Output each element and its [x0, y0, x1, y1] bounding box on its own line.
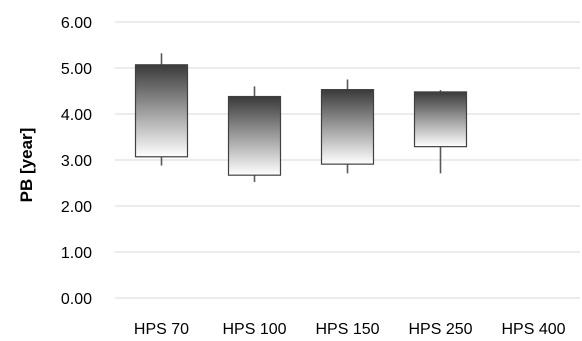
box-hps-150 [320, 89, 375, 165]
y-tick-label: 0.00 [61, 291, 92, 308]
x-axis-tick-labels: HPS 70 HPS 100 HPS 150 HPS 250 HPS 400 [134, 321, 566, 338]
y-axis-title: PB [year] [17, 128, 36, 203]
x-tick-label: HPS 100 [222, 321, 286, 338]
x-tick-label: HPS 70 [134, 321, 189, 338]
x-tick-label: HPS 400 [501, 321, 565, 338]
x-tick-label: HPS 150 [315, 321, 379, 338]
y-axis-tick-labels: 0.00 1.00 2.00 3.00 4.00 5.00 6.00 [61, 15, 92, 308]
box-hps-100 [227, 95, 282, 176]
box-hps-250 [413, 91, 468, 148]
y-tick-label: 3.00 [61, 153, 92, 170]
box-hps-70 [134, 64, 189, 158]
whiskers [160, 53, 442, 183]
y-tick-label: 2.00 [61, 199, 92, 216]
y-tick-label: 1.00 [61, 245, 92, 262]
boxes [134, 64, 468, 176]
y-tick-label: 6.00 [61, 15, 92, 32]
y-tick-label: 4.00 [61, 107, 92, 124]
x-tick-label: HPS 250 [408, 321, 472, 338]
y-tick-label: 5.00 [61, 61, 92, 78]
